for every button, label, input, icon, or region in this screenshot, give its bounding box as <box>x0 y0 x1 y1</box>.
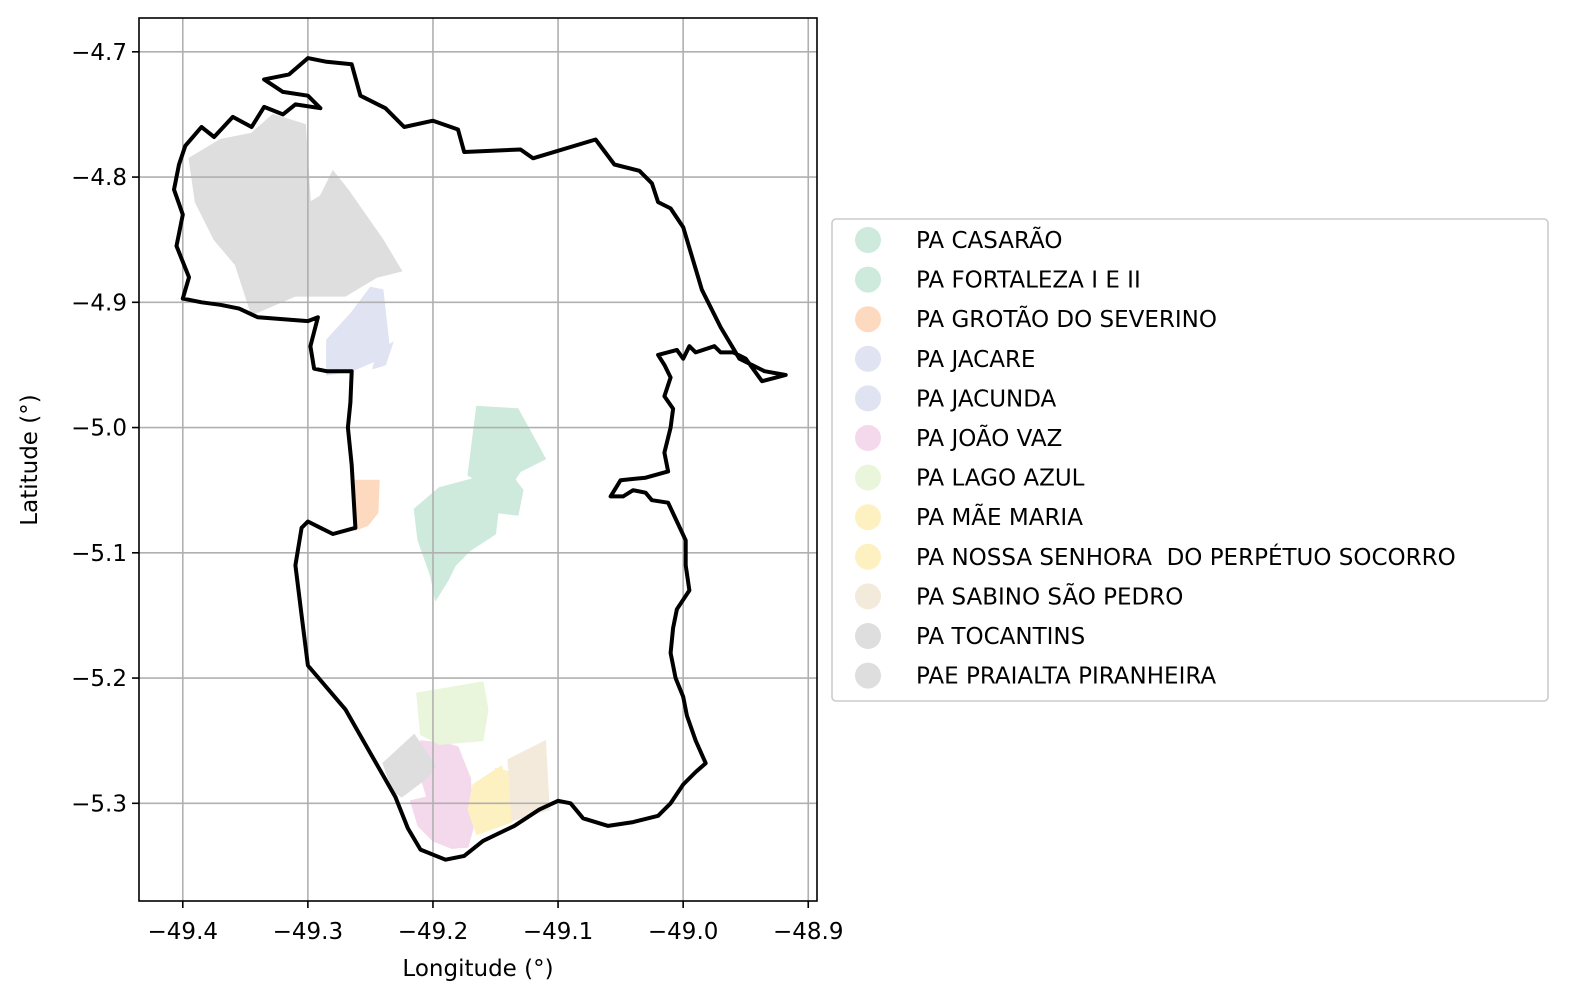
legend-label: PA FORTALEZA I E II <box>916 268 1141 294</box>
settlement-pa-jacunda <box>372 341 394 370</box>
legend-marker <box>855 583 881 610</box>
legend: PA CASARÃO PA FORTALEZA I E II PA GROTÃO D… <box>831 218 1549 702</box>
settlement-pa-tocantins <box>188 113 403 316</box>
legend-marker <box>855 623 881 649</box>
settlement-pa-grotao-do-severino <box>354 479 380 532</box>
plot-frame <box>138 17 818 902</box>
legend-label: PA TOCANTINS <box>916 624 1085 650</box>
legend-marker <box>855 266 881 293</box>
legend-label: PA JOÃO VAZ <box>916 424 1062 452</box>
legend-label: PAE PRAIALTA PIRANHEIRA <box>916 664 1216 690</box>
settlement-pa-sabino-sao-pedro <box>507 739 550 822</box>
settlement-pa-lago-azul <box>416 681 489 745</box>
x-tick-label: −49.1 <box>523 919 593 945</box>
legend-marker <box>855 345 881 372</box>
legend-marker <box>855 425 881 451</box>
y-tick-label: −4.8 <box>71 165 127 191</box>
x-tick-label: −49.2 <box>398 919 468 945</box>
legend-label: PA NOSSA SENHORA DO PERPÉTUO SOCORRO <box>916 543 1456 571</box>
y-axis-label: Latitude (°) <box>17 394 43 525</box>
legend-label: PA GROTÃO DO SEVERINO <box>916 305 1217 333</box>
legend-label: PA JACARE <box>916 347 1035 373</box>
x-tick-label: −48.9 <box>773 919 843 945</box>
legend-label: PA LAGO AZUL <box>916 466 1085 492</box>
grid-lines <box>139 18 817 901</box>
x-tick-label: −49.0 <box>648 919 718 945</box>
axis-ticks: −49.4 −49.3 −49.2 −49.1 −49.0 −48.9 −4.7 −4.8 −4… <box>71 40 843 945</box>
legend-label: PA CASARÃO <box>916 226 1062 254</box>
settlement-polygons <box>188 113 550 849</box>
legend-marker <box>855 306 881 333</box>
legend-marker <box>855 662 881 689</box>
legend-marker <box>855 504 881 531</box>
x-tick-label: −49.4 <box>148 919 218 945</box>
municipality-boundary <box>172 56 788 862</box>
x-axis-label: Longitude (°) <box>402 956 553 982</box>
y-tick-label: −4.7 <box>71 40 127 66</box>
legend-marker <box>855 464 881 491</box>
y-tick-label: −5.2 <box>71 666 127 692</box>
legend-marker <box>855 227 881 253</box>
legend-label: PA MÃE MARIA <box>916 503 1083 531</box>
legend-items: PA CASARÃO PA FORTALEZA I E II PA GROTÃO D… <box>855 226 1456 690</box>
y-tick-label: −4.9 <box>71 290 127 316</box>
legend-label: PA JACUNDA <box>916 386 1057 412</box>
y-tick-label: −5.0 <box>71 416 127 442</box>
y-tick-label: −5.1 <box>71 541 127 567</box>
y-tick-label: −5.3 <box>71 791 127 817</box>
legend-marker <box>855 543 881 570</box>
boundary-line <box>172 56 788 862</box>
legend-label: PA SABINO SÃO PEDRO <box>916 582 1183 610</box>
settlement-pa-fortaleza-i-e-ii <box>413 464 524 602</box>
x-tick-label: −49.3 <box>273 919 343 945</box>
legend-marker <box>855 385 881 412</box>
legend-box <box>831 218 1549 702</box>
